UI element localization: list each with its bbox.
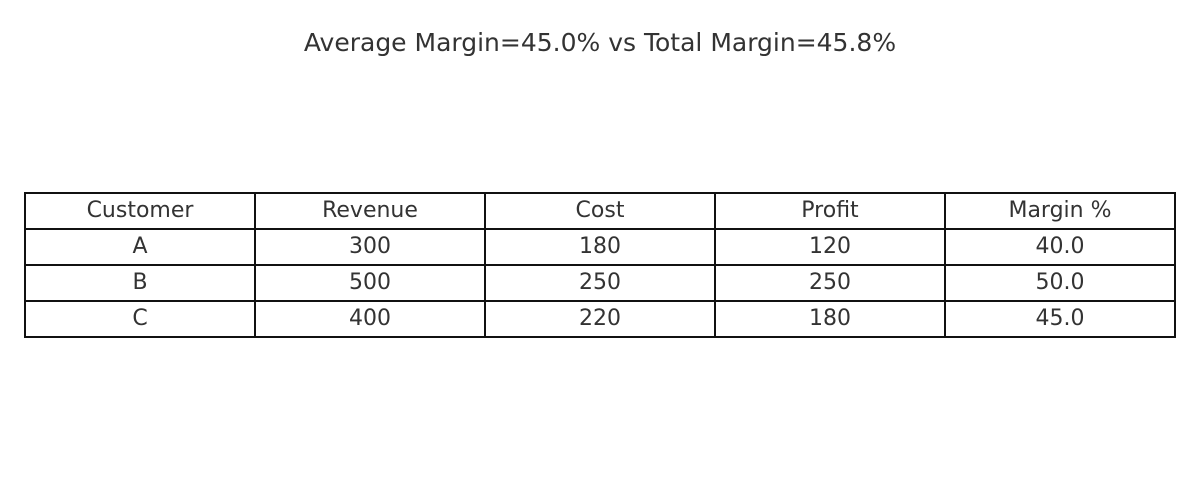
table-cell-revenue: 400 [254, 300, 486, 338]
table-cell-profit: 250 [714, 264, 946, 302]
column-header-cost: Cost [484, 192, 716, 230]
data-table-container: Customer Revenue Cost Profit Margin % A … [24, 192, 1176, 338]
column-header-customer: Customer [24, 192, 256, 230]
table-cell-customer: C [24, 300, 256, 338]
table-cell-margin: 45.0 [944, 300, 1176, 338]
table-cell-margin: 40.0 [944, 228, 1176, 266]
column-header-profit: Profit [714, 192, 946, 230]
table-cell-cost: 180 [484, 228, 716, 266]
table-cell-cost: 220 [484, 300, 716, 338]
column-header-margin: Margin % [944, 192, 1176, 230]
chart-title: Average Margin=45.0% vs Total Margin=45.… [303, 28, 897, 57]
table-cell-customer: A [24, 228, 256, 266]
column-header-revenue: Revenue [254, 192, 486, 230]
data-table: Customer Revenue Cost Profit Margin % A … [24, 192, 1176, 338]
table-cell-profit: 120 [714, 228, 946, 266]
table-cell-cost: 250 [484, 264, 716, 302]
table-cell-revenue: 300 [254, 228, 486, 266]
table-row: A 300 180 120 40.0 [24, 228, 1176, 266]
table-cell-margin: 50.0 [944, 264, 1176, 302]
table-row: B 500 250 250 50.0 [24, 264, 1176, 302]
table-cell-customer: B [24, 264, 256, 302]
table-header-row: Customer Revenue Cost Profit Margin % [24, 192, 1176, 230]
table-row: C 400 220 180 45.0 [24, 300, 1176, 338]
table-cell-revenue: 500 [254, 264, 486, 302]
table-cell-profit: 180 [714, 300, 946, 338]
